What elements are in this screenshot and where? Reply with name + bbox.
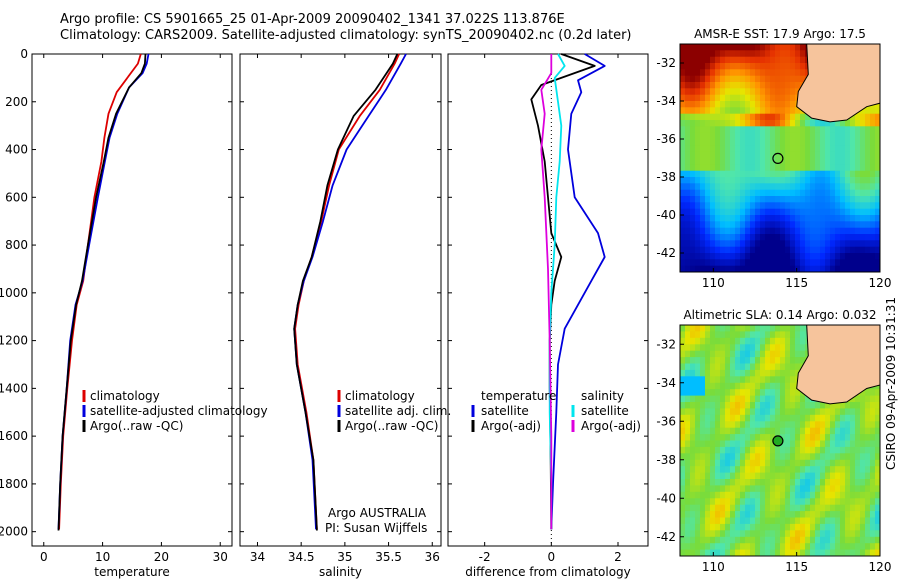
temperature-series-satellite-adjusted-climatology (57, 53, 150, 530)
temperature-ytick-label: 1800 (0, 477, 28, 491)
temperature-ytick-label: 1200 (0, 334, 28, 348)
difference-series-temperature-satellite (550, 53, 606, 530)
temperature-ytick-label: 1000 (0, 286, 28, 300)
difference-xtick-label: 2 (614, 550, 622, 564)
sst-ytick-label: -32 (656, 56, 676, 70)
sla-map-title: Altimetric SLA: 0.14 Argo: 0.032 (683, 308, 876, 322)
temperature-ytick-label: 600 (5, 190, 28, 204)
difference-legend-title: temperature (481, 389, 556, 403)
temperature-ytick-label: 200 (5, 95, 28, 109)
temperature-ytick-label: 1600 (0, 429, 28, 443)
salinity-legend-label: Argo(..raw -QC) (345, 419, 438, 433)
temperature-legend-label: Argo(..raw -QC) (90, 419, 183, 433)
salinity-series-argo-raw-qc- (293, 53, 399, 531)
sla-ytick-label: -36 (656, 414, 676, 428)
sla-map-field (680, 325, 880, 556)
temperature-xtick-label: 0 (40, 550, 48, 564)
temperature-x-axis-label: temperature (94, 565, 169, 579)
sla-ytick-label: -40 (656, 491, 676, 505)
difference-legend-label: satellite (581, 404, 629, 418)
figure-title-line1: Argo profile: CS 5901665_25 01-Apr-2009 … (60, 12, 565, 27)
difference-xtick-label: -2 (479, 550, 491, 564)
sla-ytick-label: -38 (656, 453, 676, 467)
difference-series-salinity-satellite (548, 53, 566, 530)
sla-ytick-label: -34 (656, 376, 676, 390)
temperature-series-argo-raw-qc- (57, 53, 147, 531)
salinity-legend-label: satellite adj. clim. (345, 404, 451, 418)
salinity-series-climatology (294, 53, 400, 530)
sla-land (796, 325, 880, 405)
salinity-annotation-line1: Argo AUSTRALIA (328, 506, 427, 520)
timestamp-label: CSIRO 09-Apr-2009 10:31:31 (884, 296, 898, 470)
sst-map-title: AMSR-E SST: 17.9 Argo: 17.5 (694, 27, 866, 41)
salinity-xtick-label: 36 (425, 550, 440, 564)
difference-xtick-label: 0 (548, 550, 556, 564)
difference-legend-label: Argo(-adj) (481, 419, 541, 433)
salinity-xtick-label: 35.5 (375, 550, 402, 564)
salinity-x-axis-label: salinity (319, 565, 362, 579)
salinity-xtick-label: 34.5 (288, 550, 315, 564)
sst-ytick-label: -34 (656, 94, 676, 108)
difference-series-salinity-argo-adj- (540, 54, 553, 530)
temperature-plot-frame (31, 53, 233, 547)
figure-title-line2: Climatology: CARS2009. Satellite-adjuste… (60, 28, 632, 43)
salinity-legend-label: climatology (345, 389, 415, 403)
sst-map-frame (679, 43, 881, 273)
difference-legend-title: salinity (581, 389, 624, 403)
sst-ytick-label: -38 (656, 170, 676, 184)
temperature-ytick-label: 0 (20, 47, 28, 61)
sst-land (796, 44, 880, 123)
salinity-annotation-line2: PI: Susan Wijffels (325, 521, 427, 535)
temperature-ytick-label: 400 (5, 143, 28, 157)
temperature-xtick-label: 20 (154, 550, 169, 564)
difference-plot-frame (447, 53, 649, 547)
sla-argo-marker (772, 435, 784, 447)
sst-argo-marker (772, 152, 784, 164)
salinity-xtick-label: 35 (337, 550, 352, 564)
sst-ytick-label: -36 (656, 132, 676, 146)
sst-xtick-label: 110 (702, 276, 725, 290)
salinity-plot-frame (239, 53, 442, 547)
temperature-ytick-label: 2000 (0, 525, 28, 539)
sla-map-frame (679, 324, 881, 557)
sst-ytick-label: -42 (656, 246, 676, 260)
temperature-xtick-label: 10 (95, 550, 110, 564)
difference-x-axis-label: difference from climatology (465, 565, 631, 579)
temperature-xtick-label: 30 (213, 550, 228, 564)
sst-map-field (680, 44, 880, 272)
sla-xtick-label: 120 (869, 560, 892, 574)
temperature-ytick-label: 800 (5, 238, 28, 252)
sla-ytick-label: -42 (656, 530, 676, 544)
sla-xtick-label: 115 (785, 560, 808, 574)
temperature-legend-label: satellite-adjusted climatology (90, 404, 268, 418)
sst-xtick-label: 120 (869, 276, 892, 290)
sla-xtick-label: 110 (702, 560, 725, 574)
sst-xtick-label: 115 (785, 276, 808, 290)
salinity-xtick-label: 34 (250, 550, 265, 564)
temperature-legend-label: climatology (90, 389, 160, 403)
temperature-ytick-label: 1400 (0, 381, 28, 395)
difference-legend-label: Argo(-adj) (581, 419, 641, 433)
temperature-series-climatology (58, 53, 142, 530)
sst-ytick-label: -40 (656, 208, 676, 222)
difference-legend-label: satellite (481, 404, 529, 418)
sla-ytick-label: -32 (656, 337, 676, 351)
